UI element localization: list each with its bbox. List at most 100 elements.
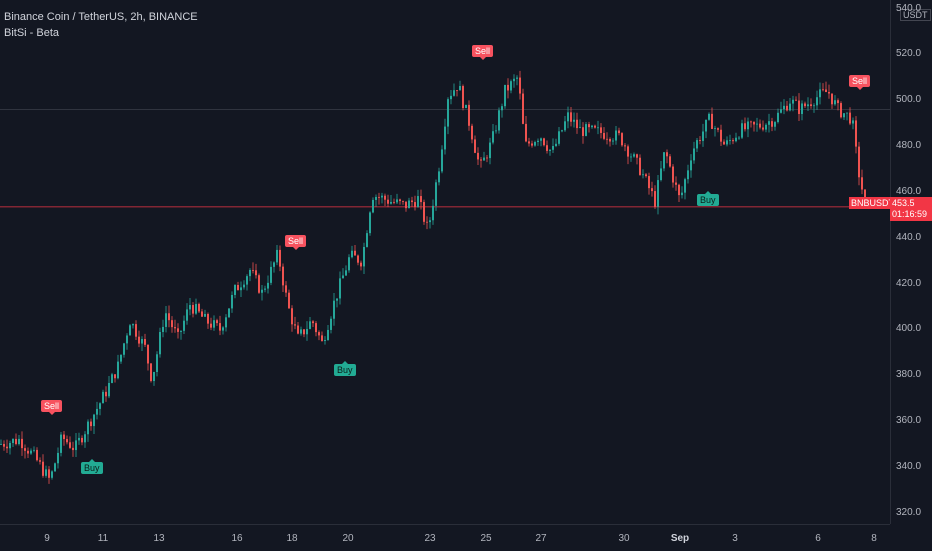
candle-body (327, 329, 329, 341)
candle-body (747, 121, 749, 130)
candle-body (171, 320, 173, 328)
candle-body (585, 124, 587, 136)
candle-body (624, 145, 626, 147)
sell-signal-label: Sell (849, 74, 871, 90)
candle-body (159, 331, 161, 355)
candle-body (729, 140, 731, 141)
candle-body (405, 201, 407, 209)
candle-body (483, 157, 485, 161)
candle-body (234, 285, 236, 295)
candle-body (864, 189, 866, 199)
candle-body (579, 127, 581, 129)
candle-body (198, 303, 200, 312)
candle-body (492, 131, 494, 143)
candle-body (177, 328, 179, 332)
candle-body (702, 131, 704, 141)
candle-body (645, 174, 647, 177)
last-price-symbol: BNBUSDT (849, 197, 897, 209)
candle-body (753, 121, 755, 125)
candle-body (726, 140, 728, 145)
candle-body (717, 128, 719, 130)
price-axis[interactable] (890, 0, 932, 524)
candle-body (771, 121, 773, 127)
candle-body (231, 294, 233, 309)
candle-body (408, 200, 410, 209)
candle-body (609, 138, 611, 142)
indicator-title[interactable]: BitSi - Beta (4, 27, 60, 39)
candle-body (780, 109, 782, 113)
candle-body (852, 120, 854, 124)
time-tick-label: 20 (342, 533, 354, 544)
candle-body (24, 448, 26, 451)
candle-body (534, 142, 536, 146)
candle-body (666, 152, 668, 157)
candle-body (510, 81, 512, 91)
candle-body (384, 195, 386, 200)
candle-body (363, 246, 365, 267)
candle-body (582, 127, 584, 136)
candle-body (6, 446, 8, 449)
sell-signal-label: Sell (472, 45, 494, 61)
candle-body (456, 90, 458, 92)
candle-body (513, 78, 515, 82)
candle-body (351, 250, 353, 258)
candlestick-series (0, 70, 866, 484)
candle-body (288, 292, 290, 309)
candle-body (303, 329, 305, 335)
candle-body (105, 391, 107, 397)
candle-body (312, 321, 314, 324)
candle-body (459, 86, 461, 91)
candle-body (528, 141, 530, 144)
candle-body (756, 123, 758, 125)
grid-lines (0, 109, 890, 208)
candle-body (411, 200, 413, 203)
candle-body (741, 123, 743, 138)
candle-body (30, 450, 32, 454)
candle-body (828, 92, 830, 94)
candle-body (564, 121, 566, 131)
symbol-title[interactable]: Binance Coin / TetherUS, 2h, BINANCE (4, 11, 198, 23)
candle-body (498, 110, 500, 131)
candle-body (792, 99, 794, 104)
candle-body (807, 104, 809, 107)
candle-body (0, 443, 2, 445)
price-tick-label: 520.0 (896, 48, 922, 60)
candle-body (558, 131, 560, 144)
time-tick-label: 16 (231, 533, 243, 544)
candle-body (567, 112, 569, 122)
candle-body (633, 154, 635, 157)
candle-body (114, 374, 116, 379)
candle-body (660, 168, 662, 181)
candle-body (180, 330, 182, 332)
candle-body (63, 434, 65, 440)
price-tick-label: 420.0 (896, 277, 922, 289)
last-price-number: 453.5 (892, 198, 915, 208)
candle-body (156, 354, 158, 373)
candle-body (516, 77, 518, 79)
candle-body (432, 205, 434, 221)
candle-body (150, 363, 152, 382)
candle-body (126, 335, 128, 344)
candle-body (495, 130, 497, 132)
candle-body (225, 317, 227, 328)
candle-body (90, 421, 92, 427)
candle-body (450, 95, 452, 100)
candle-body (132, 324, 134, 326)
candle-body (537, 140, 539, 143)
candle-body (99, 403, 101, 409)
candle-body (810, 104, 812, 106)
candle-body (93, 414, 95, 427)
currency-badge[interactable]: USDT (900, 9, 931, 21)
candle-body (621, 133, 623, 146)
time-axis[interactable] (0, 524, 890, 551)
buy-signal-label: Buy (334, 360, 356, 376)
candle-body (324, 340, 326, 342)
candle-body (366, 233, 368, 247)
candle-body (36, 449, 38, 461)
candle-body (849, 112, 851, 124)
candle-body (504, 84, 506, 107)
candle-body (594, 125, 596, 128)
candle-body (471, 125, 473, 140)
candle-body (546, 145, 548, 151)
